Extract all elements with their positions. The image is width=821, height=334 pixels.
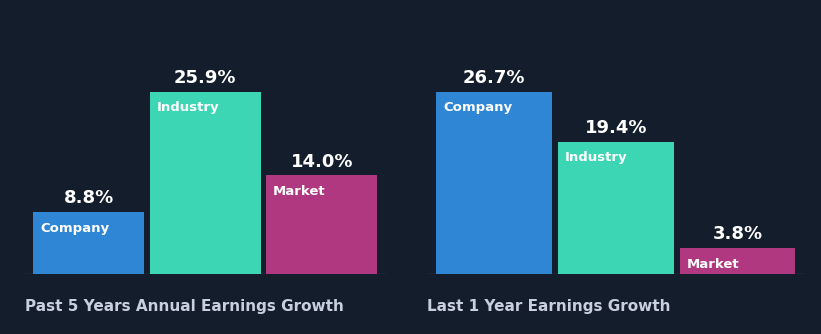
Text: Last 1 Year Earnings Growth: Last 1 Year Earnings Growth — [427, 299, 671, 314]
Bar — [558, 142, 673, 274]
Bar — [436, 92, 552, 274]
Text: 25.9%: 25.9% — [174, 69, 236, 87]
Text: 8.8%: 8.8% — [63, 189, 114, 207]
Text: 3.8%: 3.8% — [713, 225, 763, 243]
Text: Company: Company — [443, 101, 512, 114]
Text: Company: Company — [40, 221, 109, 234]
Text: Industry: Industry — [157, 101, 219, 114]
Bar — [150, 92, 260, 274]
Text: Past 5 Years Annual Earnings Growth: Past 5 Years Annual Earnings Growth — [25, 299, 343, 314]
Text: 26.7%: 26.7% — [463, 69, 525, 87]
Bar — [267, 175, 377, 274]
Bar — [34, 212, 144, 274]
Text: 14.0%: 14.0% — [291, 153, 353, 171]
Text: Market: Market — [273, 185, 326, 198]
Text: Industry: Industry — [565, 151, 627, 164]
Bar — [680, 248, 796, 274]
Text: 19.4%: 19.4% — [585, 119, 647, 137]
Text: Market: Market — [686, 258, 739, 271]
